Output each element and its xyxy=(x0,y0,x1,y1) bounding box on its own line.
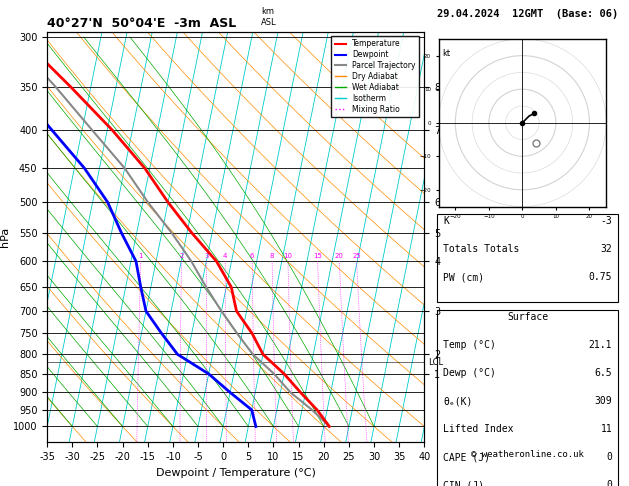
Y-axis label: hPa: hPa xyxy=(0,227,10,247)
Text: 1: 1 xyxy=(138,253,143,259)
Text: 32: 32 xyxy=(601,244,612,254)
Text: kt: kt xyxy=(442,49,450,58)
Text: 3: 3 xyxy=(204,253,209,259)
Text: 25: 25 xyxy=(352,253,361,259)
Text: Lifted Index: Lifted Index xyxy=(443,424,513,434)
Text: 10: 10 xyxy=(284,253,292,259)
Text: 6.5: 6.5 xyxy=(594,368,612,378)
Text: 0.75: 0.75 xyxy=(589,272,612,282)
Text: CIN (J): CIN (J) xyxy=(443,480,484,486)
Text: PW (cm): PW (cm) xyxy=(443,272,484,282)
Text: 6: 6 xyxy=(250,253,255,259)
Text: 40°27'N  50°04'E  -3m  ASL: 40°27'N 50°04'E -3m ASL xyxy=(47,17,237,31)
Text: © weatheronline.co.uk: © weatheronline.co.uk xyxy=(471,451,584,459)
Text: 21.1: 21.1 xyxy=(589,340,612,350)
Text: 2: 2 xyxy=(179,253,184,259)
X-axis label: Dewpoint / Temperature (°C): Dewpoint / Temperature (°C) xyxy=(156,468,316,478)
Text: -3: -3 xyxy=(601,216,612,226)
Text: 0: 0 xyxy=(606,480,612,486)
Text: K: K xyxy=(443,216,449,226)
Text: θₑ(K): θₑ(K) xyxy=(443,396,472,406)
Text: 11: 11 xyxy=(601,424,612,434)
Text: 29.04.2024  12GMT  (Base: 06): 29.04.2024 12GMT (Base: 06) xyxy=(437,9,618,19)
Text: 4: 4 xyxy=(223,253,227,259)
Text: 20: 20 xyxy=(335,253,343,259)
Text: 8: 8 xyxy=(270,253,274,259)
Text: CAPE (J): CAPE (J) xyxy=(443,452,490,462)
Legend: Temperature, Dewpoint, Parcel Trajectory, Dry Adiabat, Wet Adiabat, Isotherm, Mi: Temperature, Dewpoint, Parcel Trajectory… xyxy=(331,36,419,117)
Text: Dewp (°C): Dewp (°C) xyxy=(443,368,496,378)
Text: Totals Totals: Totals Totals xyxy=(443,244,520,254)
Text: LCL: LCL xyxy=(428,358,443,367)
Text: Surface: Surface xyxy=(507,312,548,323)
Text: Temp (°C): Temp (°C) xyxy=(443,340,496,350)
Text: 309: 309 xyxy=(594,396,612,406)
Text: km
ASL: km ASL xyxy=(261,7,277,27)
Text: 15: 15 xyxy=(313,253,322,259)
Bar xyxy=(437,311,618,486)
Text: 0: 0 xyxy=(606,452,612,462)
Bar xyxy=(437,214,618,302)
